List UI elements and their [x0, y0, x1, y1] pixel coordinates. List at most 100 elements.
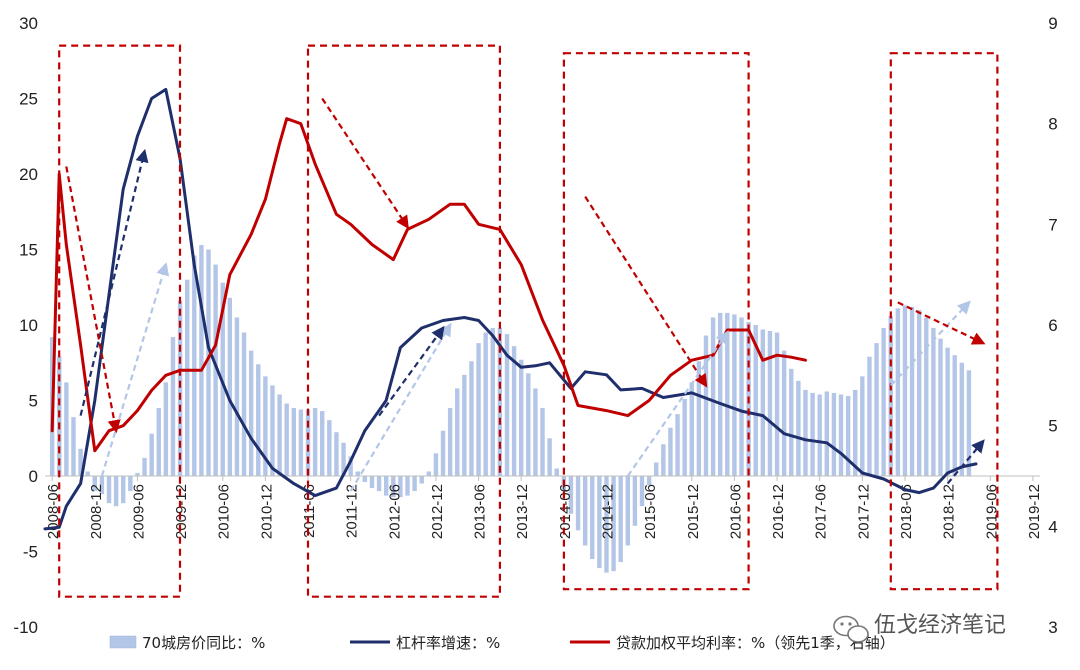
- bar: [710, 317, 716, 476]
- highlight-boxes: [58, 44, 999, 598]
- bar: [504, 334, 510, 476]
- y-tick-label: -10: [13, 618, 38, 637]
- trend-arrow: [349, 322, 452, 492]
- bar: [796, 380, 801, 476]
- bar: [582, 476, 588, 546]
- bar: [156, 408, 161, 476]
- watermark-text: 伍戈经济笔记: [874, 613, 1006, 638]
- bar: [369, 476, 375, 489]
- y-tick-label: 25: [19, 90, 38, 109]
- bar-series: [49, 244, 972, 573]
- bar: [931, 328, 936, 476]
- y-tick-label: 15: [19, 241, 38, 260]
- bar: [597, 476, 602, 569]
- bar: [703, 335, 709, 476]
- bar: [668, 427, 673, 476]
- x-tick-label: 2009-12: [173, 484, 190, 539]
- bar: [277, 394, 282, 476]
- bar: [483, 332, 488, 476]
- bar: [774, 332, 780, 476]
- bar: [327, 420, 332, 476]
- x-tick-label: 2018-12: [941, 484, 958, 539]
- interest-rate-line: [50, 117, 807, 453]
- wechat-icon: [833, 615, 869, 643]
- bar: [924, 317, 929, 476]
- bar: [227, 297, 233, 476]
- x-tick-label: 2014-12: [600, 484, 617, 539]
- bar: [618, 476, 623, 563]
- bar: [263, 376, 268, 476]
- bar: [810, 392, 815, 476]
- bar: [341, 442, 346, 476]
- bar: [725, 312, 730, 476]
- bar: [625, 476, 631, 546]
- bar: [405, 476, 410, 496]
- bar: [817, 394, 822, 476]
- bar: [298, 409, 304, 476]
- bar: [284, 403, 289, 476]
- x-tick-label: 2008-12: [88, 484, 105, 539]
- bar: [696, 361, 702, 476]
- x-tick-label: 2012-12: [429, 484, 446, 539]
- bar: [916, 309, 922, 476]
- x-tick-label: 2011-12: [344, 484, 361, 538]
- bar: [540, 408, 545, 476]
- bar: [362, 476, 368, 483]
- y2-tick-label: 8: [1048, 115, 1057, 134]
- y2-tick-label: 4: [1048, 517, 1057, 536]
- bar: [853, 389, 858, 476]
- bar: [590, 476, 595, 560]
- bar: [419, 476, 424, 484]
- bar: [376, 476, 382, 492]
- x-tick-label: 2015-06: [642, 484, 659, 539]
- bar: [291, 408, 296, 476]
- bar: [675, 414, 680, 476]
- bar: [305, 409, 311, 476]
- x-tick-label: 2017-06: [813, 484, 830, 539]
- y-tick-label: -5: [23, 543, 38, 562]
- bar: [64, 382, 69, 476]
- bar: [611, 476, 616, 572]
- bar: [767, 331, 773, 476]
- bar: [739, 317, 744, 476]
- bar: [732, 314, 737, 476]
- bar: [213, 264, 218, 476]
- legend-label: 贷款加权平均利率：%（领先1季，右轴）: [616, 634, 895, 652]
- bar: [170, 337, 176, 476]
- bar: [447, 408, 453, 476]
- bar: [412, 476, 417, 492]
- bar: [654, 462, 659, 476]
- bar: [85, 471, 90, 476]
- x-tick-label: 2018-06: [898, 484, 915, 539]
- bar: [426, 471, 432, 476]
- bar: [433, 453, 439, 476]
- bar: [71, 417, 76, 476]
- bar: [760, 329, 766, 476]
- bar: [533, 388, 538, 476]
- bar: [945, 347, 950, 476]
- bar: [867, 356, 872, 476]
- y-tick-label: 0: [29, 467, 38, 486]
- bar: [455, 388, 460, 476]
- bar: [78, 448, 83, 476]
- bar: [149, 433, 154, 476]
- bar: [113, 476, 119, 507]
- y2-tick-label: 3: [1048, 618, 1057, 637]
- bar: [440, 430, 446, 476]
- bar: [575, 476, 581, 531]
- trend-arrows: [65, 97, 986, 492]
- legend-label: 70城房价同比：%: [142, 634, 265, 652]
- bar: [909, 306, 915, 476]
- trend-arrow: [321, 97, 409, 230]
- bar: [163, 382, 169, 476]
- y-tick-label: 30: [19, 14, 38, 33]
- bar: [383, 476, 389, 496]
- bar: [682, 398, 687, 476]
- bar: [874, 343, 879, 476]
- trend-arrow: [65, 166, 121, 434]
- x-tick-label: 2019-12: [1026, 484, 1043, 539]
- bar: [348, 456, 353, 476]
- bar: [881, 328, 886, 476]
- y-tick-label: 10: [19, 316, 38, 335]
- trend-arrow: [897, 301, 986, 345]
